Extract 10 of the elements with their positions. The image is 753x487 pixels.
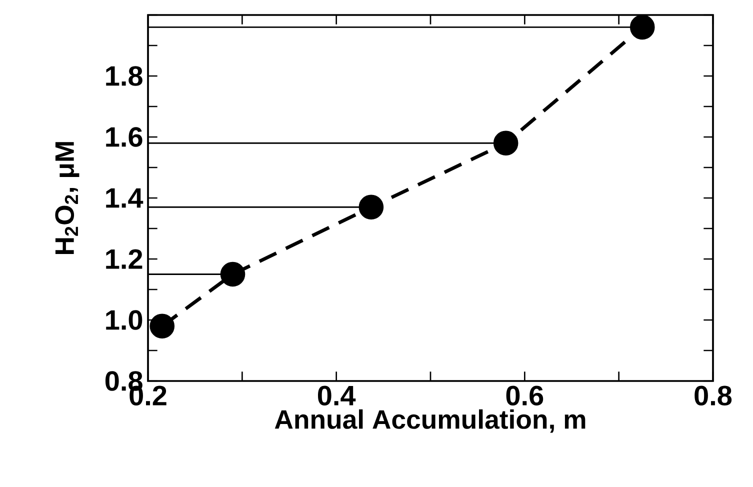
y-tick-label: 1.4 [106,188,144,208]
y-tick-label: 1.0 [106,310,142,330]
x-tick-label: 0.4 [318,386,356,406]
y-tick-label: 1.2 [106,249,142,269]
y-tick-label: 1.8 [106,66,142,86]
y-axis-title: H$_{2}$O$_{2}$, μM [55,142,80,254]
y-tick-label: 1.6 [106,127,142,147]
x-tick-label: 0.8 [694,386,732,406]
x-axis-title: Annual Accumulation, m [274,409,586,433]
x-tick-label: 0.6 [506,386,544,406]
